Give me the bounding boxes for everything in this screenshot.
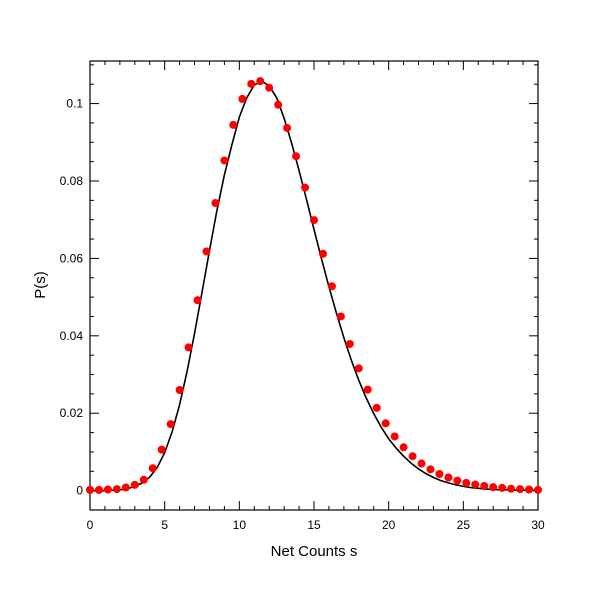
data-point bbox=[265, 83, 274, 92]
data-point bbox=[166, 420, 175, 429]
data-point bbox=[444, 473, 453, 482]
plot-frame bbox=[89, 60, 539, 511]
data-point bbox=[417, 459, 426, 468]
data-point bbox=[453, 476, 462, 485]
data-point bbox=[283, 123, 292, 132]
data-point bbox=[211, 199, 220, 208]
data-point bbox=[121, 483, 130, 492]
y-tick-label: 0.04 bbox=[60, 329, 84, 343]
y-axis-label: P(s) bbox=[32, 271, 49, 299]
y-tick-label: 0.02 bbox=[60, 406, 84, 420]
x-axis-label: Net Counts s bbox=[271, 543, 358, 560]
x-tick-label: 10 bbox=[233, 518, 247, 532]
data-point bbox=[86, 485, 94, 494]
x-tick-label: 25 bbox=[457, 518, 471, 532]
data-point bbox=[498, 483, 507, 492]
data-point bbox=[318, 249, 327, 258]
data-point bbox=[426, 465, 435, 474]
data-point bbox=[336, 312, 345, 321]
x-tick-label: 20 bbox=[382, 518, 396, 532]
data-point bbox=[175, 386, 184, 395]
data-point bbox=[435, 470, 444, 479]
data-point bbox=[534, 485, 542, 494]
y-tick-label: 0.08 bbox=[60, 174, 84, 188]
data-point bbox=[399, 443, 408, 452]
data-point bbox=[363, 385, 372, 394]
data-point bbox=[202, 247, 211, 256]
data-point bbox=[471, 480, 480, 489]
data-point bbox=[516, 485, 525, 494]
axis-ticks bbox=[89, 61, 539, 511]
data-point bbox=[193, 296, 202, 305]
data-point bbox=[247, 79, 256, 88]
data-point bbox=[148, 464, 157, 473]
y-tick-label: 0.1 bbox=[66, 97, 83, 111]
data-points bbox=[86, 77, 542, 494]
data-point bbox=[220, 156, 229, 165]
x-tick-label: 5 bbox=[161, 518, 168, 532]
data-point bbox=[390, 432, 399, 441]
data-point bbox=[354, 364, 363, 373]
data-point bbox=[489, 483, 498, 492]
y-tick-label: 0 bbox=[76, 484, 83, 498]
data-point bbox=[372, 403, 381, 412]
data-point bbox=[327, 282, 336, 291]
x-tick-label: 30 bbox=[531, 518, 545, 532]
data-point bbox=[507, 484, 516, 493]
data-point bbox=[301, 183, 310, 192]
data-point bbox=[381, 419, 390, 428]
data-point bbox=[525, 485, 534, 494]
data-point bbox=[292, 152, 301, 161]
data-point bbox=[310, 216, 318, 225]
data-point bbox=[139, 475, 148, 484]
data-point bbox=[112, 485, 121, 494]
data-point bbox=[229, 120, 238, 129]
data-point bbox=[256, 77, 265, 86]
data-point bbox=[274, 100, 283, 109]
data-point bbox=[462, 478, 471, 487]
data-point bbox=[480, 482, 489, 491]
data-point bbox=[157, 445, 166, 454]
y-tick-label: 0.06 bbox=[60, 251, 84, 265]
data-point bbox=[345, 339, 354, 348]
data-point bbox=[238, 94, 247, 103]
x-tick-label: 0 bbox=[87, 518, 94, 532]
data-point bbox=[184, 343, 193, 352]
tick-labels: 0 5 10 15 20 25 30 0 0.02 0.04 0.06 0.08 0.1 bbox=[60, 97, 545, 532]
x-tick-label: 15 bbox=[307, 518, 321, 532]
data-point bbox=[130, 480, 139, 489]
data-point bbox=[408, 452, 417, 461]
data-point bbox=[103, 485, 112, 494]
fit-curve bbox=[90, 80, 539, 492]
data-point bbox=[94, 485, 103, 494]
